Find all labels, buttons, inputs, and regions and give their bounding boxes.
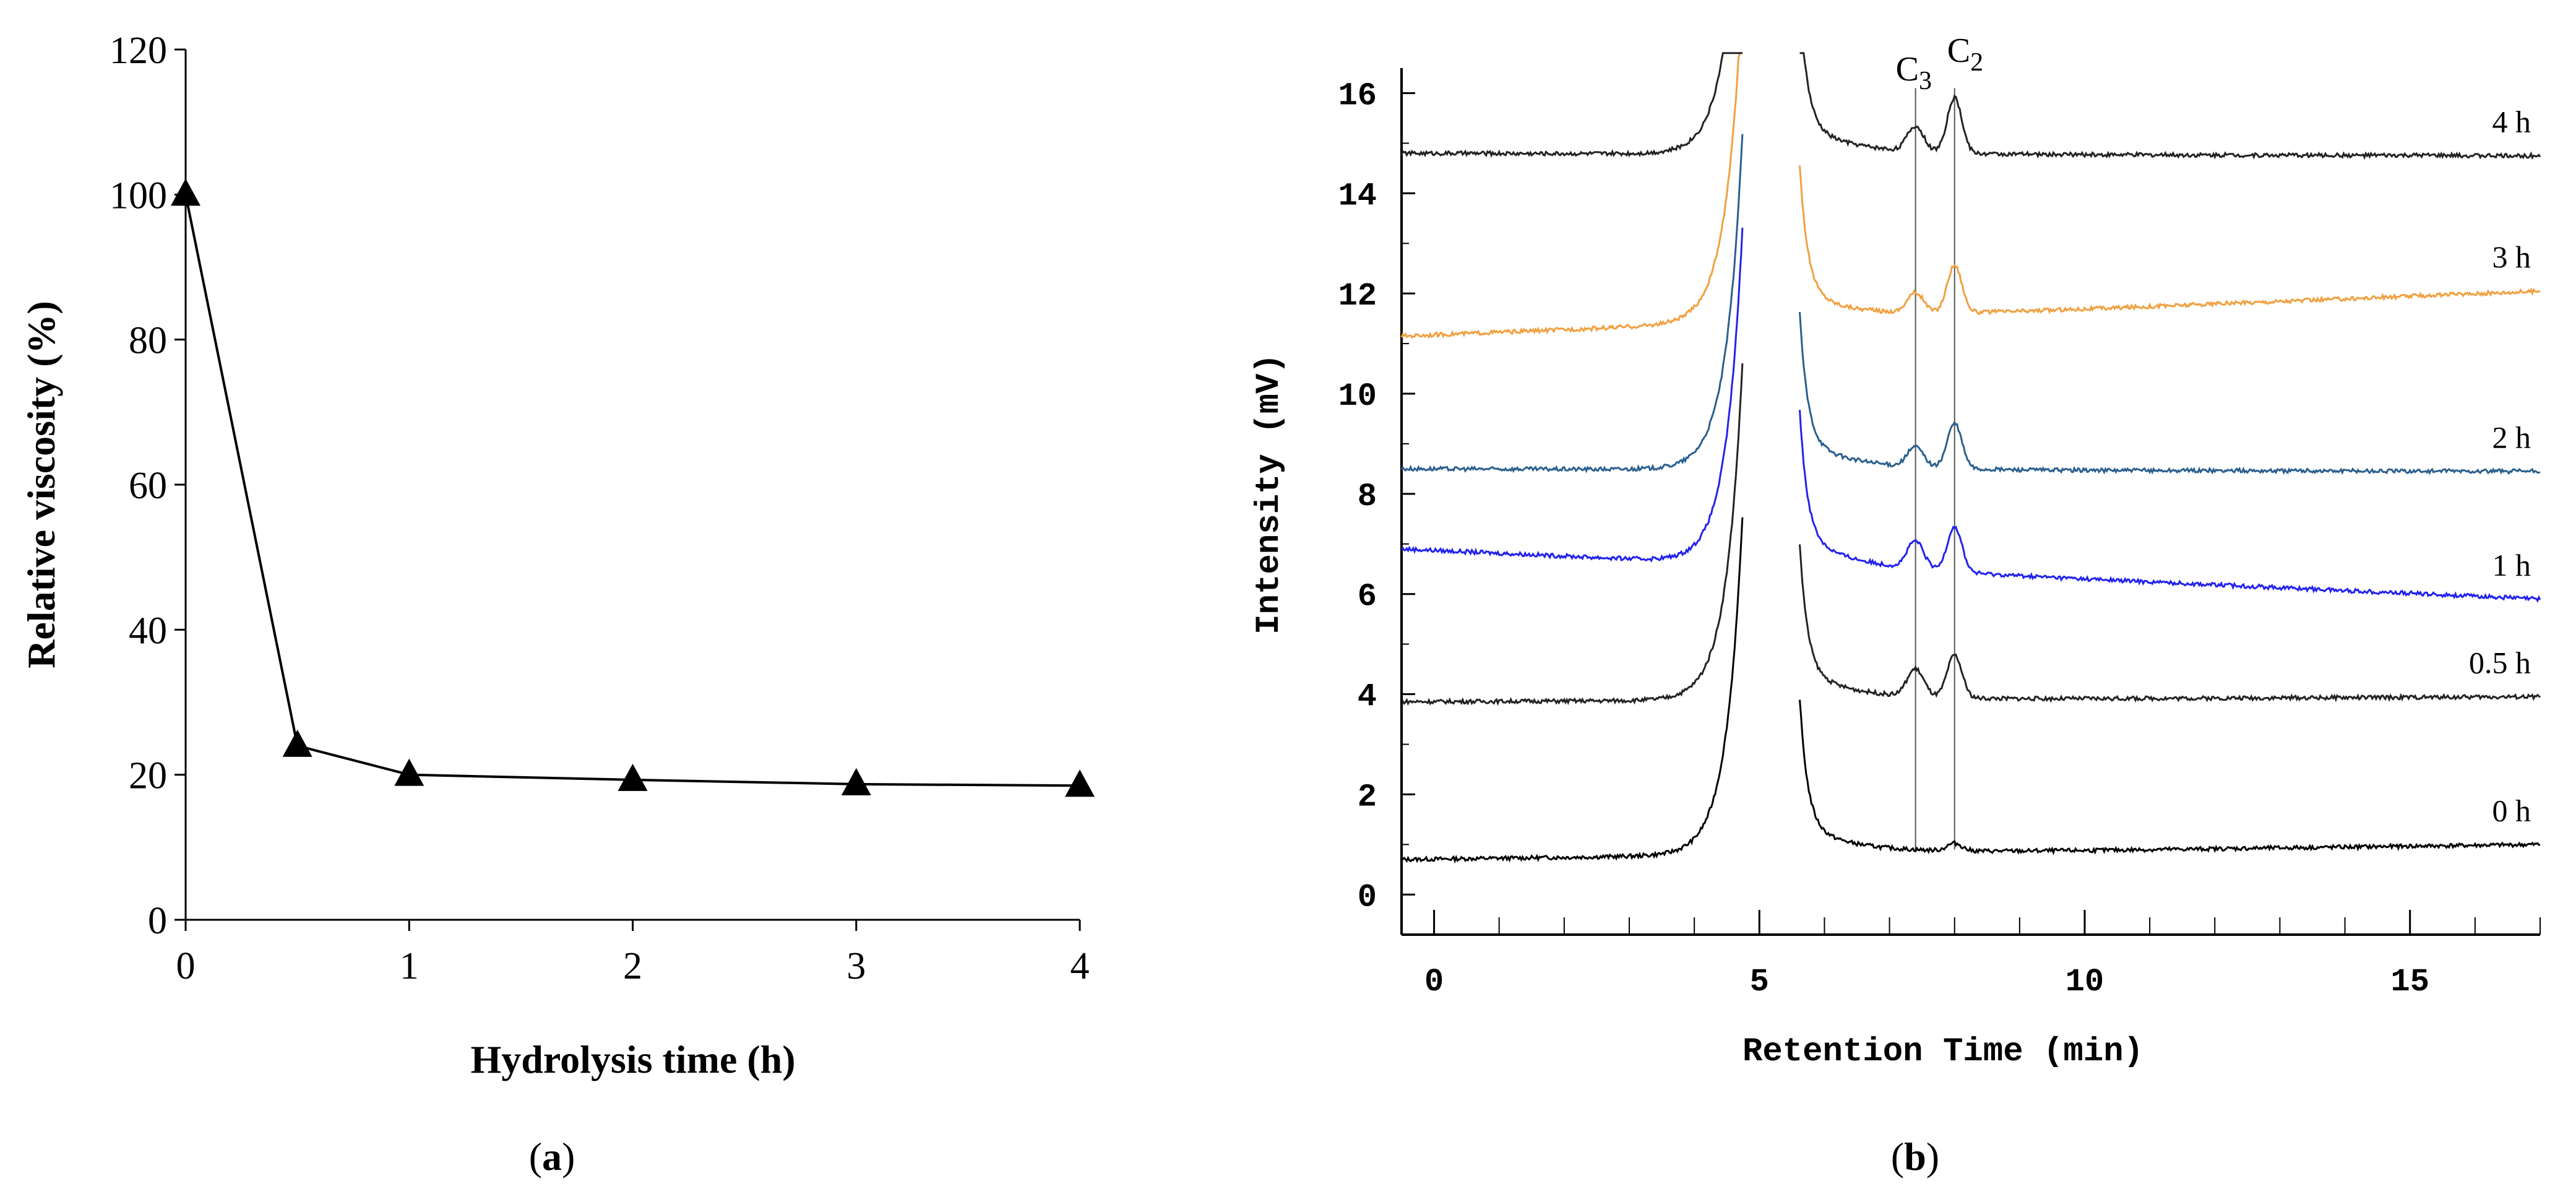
peak-labels: C3 C2 <box>1896 32 1983 95</box>
data-point-triangle <box>282 729 312 757</box>
trace-labels: 0 h 0.5 h 1 h 2 h 3 h 4 h <box>2469 105 2531 828</box>
x-tick-label-a: 3 <box>846 945 866 987</box>
y-ticks-b: 0 2 4 6 8 10 12 14 16 <box>1338 77 1415 915</box>
y-tick-label-b: 8 <box>1358 478 1377 515</box>
trace-4-h <box>1799 52 2541 160</box>
x-axis-label-a: Hydrolysis time (h) <box>470 1037 795 1081</box>
x-tick-label-b: 5 <box>1750 964 1769 1000</box>
y-tick-label-a: 60 <box>129 465 167 507</box>
y-axis-label-a: Relative viscosity (%) <box>19 301 63 668</box>
trace-label: 1 h <box>2492 548 2531 582</box>
x-tick-label-a: 0 <box>176 945 196 987</box>
peak-marker-lines <box>1915 88 1955 850</box>
x-axis-label-b: Retention Time (min) <box>1742 1033 2143 1071</box>
y-tick-label-b: 0 <box>1358 879 1377 915</box>
viscosity-series-line <box>184 194 1080 787</box>
panel-letter-a: a <box>542 1135 562 1179</box>
y-tick-label-a: 20 <box>129 755 167 797</box>
y-axis-label-b: Intensity (mV) <box>1251 353 1288 634</box>
x-tick-label-a: 4 <box>1070 945 1090 987</box>
x-tick-label-a: 1 <box>400 945 419 987</box>
data-point-triangle <box>1065 769 1095 797</box>
panel-letter-b: b <box>1904 1135 1926 1179</box>
trace-1-h <box>1401 227 1744 563</box>
y-tick-label-a: 120 <box>110 30 167 72</box>
data-point-triangle <box>841 768 871 795</box>
y-tick-label-a: 100 <box>110 175 167 217</box>
y-tick-label-b: 10 <box>1338 378 1377 415</box>
trace-label: 4 h <box>2492 105 2531 139</box>
panel-label-a: (a) <box>529 1135 575 1179</box>
trace-2-h <box>1400 134 1744 474</box>
y-tick-label-a: 80 <box>129 320 167 362</box>
trace-3-h <box>1400 52 1742 339</box>
y-tick-label-a: 40 <box>129 610 167 652</box>
trace-4-h <box>1400 52 1742 158</box>
peak-label: C2 <box>1947 32 1983 77</box>
y-tick-label-b: 2 <box>1358 779 1377 815</box>
trace-3-h <box>1799 165 2541 316</box>
x-ticks-a: 0 1 2 3 4 <box>176 920 1090 987</box>
x-tick-label-a: 2 <box>623 945 642 987</box>
x-ticks-b: 0 5 10 15 <box>1424 910 2541 1000</box>
data-point-triangle <box>394 758 424 786</box>
y-tick-label-b: 14 <box>1338 178 1377 214</box>
trace-2-h <box>1799 311 2541 475</box>
trace-label: 0.5 h <box>2469 646 2531 680</box>
y-tick-label-b: 16 <box>1338 77 1377 114</box>
trace-label: 3 h <box>2492 240 2531 274</box>
trace-0-h <box>1401 517 1744 864</box>
trace-0-5-h <box>1401 363 1744 706</box>
trace-0-h <box>1799 699 2541 855</box>
data-point-triangle <box>171 178 200 206</box>
trace-0-5-h <box>1799 544 2541 703</box>
viscosity-chart: 0 20 40 60 80 100 120 0 1 2 3 4 Relative viscosity… <box>19 30 1095 1179</box>
data-point-triangle <box>618 763 648 791</box>
viscosity-markers <box>171 178 1095 797</box>
panel-label-b: (b) <box>1891 1135 1939 1179</box>
y-ticks-a: 0 20 40 60 80 100 120 <box>110 30 186 942</box>
y-tick-label-b: 12 <box>1338 278 1377 314</box>
peak-label: C3 <box>1896 50 1932 95</box>
trace-1-h <box>1799 410 2541 603</box>
chromatogram-traces <box>1400 52 2541 864</box>
y-tick-label-b: 4 <box>1358 679 1377 716</box>
trace-label: 2 h <box>2492 420 2531 454</box>
trace-label: 0 h <box>2492 793 2531 828</box>
y-tick-label-b: 6 <box>1358 579 1377 615</box>
x-tick-label-b: 0 <box>1424 964 1444 1000</box>
x-tick-label-b: 10 <box>2066 964 2104 1000</box>
x-tick-label-b: 15 <box>2391 964 2429 1000</box>
chromatogram-chart: 0 2 4 6 8 10 12 14 16 0 5 10 15 0 h 0.5 h 1 h 2 h 3 h 4 … <box>1251 32 2541 1179</box>
y-tick-label-a: 0 <box>148 900 167 942</box>
